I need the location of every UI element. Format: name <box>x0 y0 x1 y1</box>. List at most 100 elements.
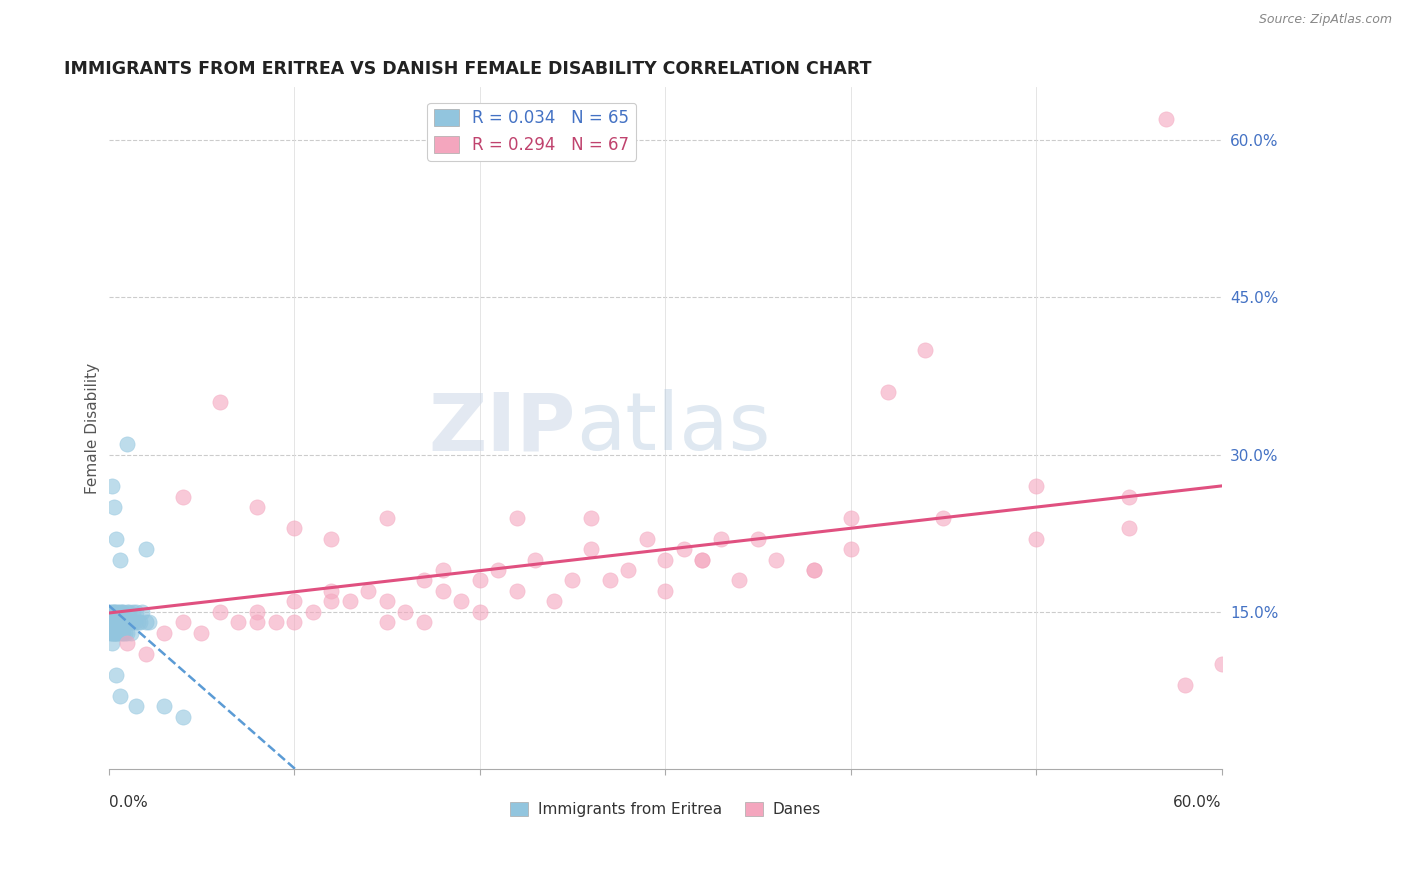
Point <box>100 626 122 640</box>
Point <box>131 605 153 619</box>
Point <box>135 541 157 556</box>
Point <box>105 668 128 682</box>
Point <box>108 626 131 640</box>
Point <box>1211 657 1233 672</box>
Point <box>1025 532 1047 546</box>
Point <box>120 626 142 640</box>
Point <box>153 626 176 640</box>
Point <box>114 626 136 640</box>
Point <box>103 626 125 640</box>
Point <box>172 490 194 504</box>
Point <box>506 510 529 524</box>
Point <box>208 395 231 409</box>
Point <box>101 626 124 640</box>
Point <box>121 605 143 619</box>
Point <box>579 541 602 556</box>
Point <box>115 605 138 619</box>
Point <box>672 541 695 556</box>
Point <box>105 532 128 546</box>
Point <box>120 615 142 630</box>
Point <box>101 615 124 630</box>
Point <box>115 437 138 451</box>
Point <box>506 584 529 599</box>
Point <box>264 615 287 630</box>
Point <box>413 574 436 588</box>
Point <box>654 584 676 599</box>
Point <box>321 532 343 546</box>
Point <box>108 615 131 630</box>
Point <box>103 615 125 630</box>
Point <box>654 552 676 566</box>
Point <box>107 605 129 619</box>
Point <box>228 615 250 630</box>
Point <box>561 574 583 588</box>
Point <box>765 552 787 566</box>
Point <box>114 615 136 630</box>
Point <box>914 343 936 357</box>
Point <box>135 647 157 661</box>
Point <box>246 500 269 514</box>
Point <box>103 605 125 619</box>
Point <box>432 563 454 577</box>
Point <box>105 626 128 640</box>
Point <box>803 563 825 577</box>
Point <box>579 510 602 524</box>
Point <box>103 500 125 514</box>
Point <box>450 594 472 608</box>
Point <box>110 605 132 619</box>
Point <box>112 626 135 640</box>
Point <box>375 510 398 524</box>
Point <box>839 541 862 556</box>
Point <box>357 584 380 599</box>
Point <box>1154 112 1177 126</box>
Point <box>153 699 176 714</box>
Point <box>101 636 124 650</box>
Point <box>101 479 124 493</box>
Point <box>108 552 131 566</box>
Point <box>172 710 194 724</box>
Point <box>932 510 955 524</box>
Point <box>105 605 128 619</box>
Point <box>208 605 231 619</box>
Point <box>115 626 138 640</box>
Point <box>839 510 862 524</box>
Point <box>100 615 122 630</box>
Text: Source: ZipAtlas.com: Source: ZipAtlas.com <box>1258 13 1392 27</box>
Point <box>690 552 713 566</box>
Point <box>103 605 125 619</box>
Point <box>103 615 125 630</box>
Point <box>108 615 131 630</box>
Point <box>138 615 160 630</box>
Point <box>124 615 146 630</box>
Point <box>246 605 269 619</box>
Text: atlas: atlas <box>576 390 770 467</box>
Point <box>101 605 124 619</box>
Point <box>375 615 398 630</box>
Point <box>121 615 143 630</box>
Point <box>617 563 640 577</box>
Point <box>105 626 128 640</box>
Point <box>468 605 491 619</box>
Point <box>710 532 733 546</box>
Text: IMMIGRANTS FROM ERITREA VS DANISH FEMALE DISABILITY CORRELATION CHART: IMMIGRANTS FROM ERITREA VS DANISH FEMALE… <box>65 60 872 78</box>
Point <box>125 699 148 714</box>
Point <box>135 615 157 630</box>
Point <box>107 615 129 630</box>
Point <box>115 615 138 630</box>
Point <box>125 605 148 619</box>
Point <box>105 615 128 630</box>
Point <box>105 615 128 630</box>
Point <box>190 626 212 640</box>
Point <box>1118 490 1140 504</box>
Point <box>599 574 621 588</box>
Point <box>129 615 152 630</box>
Point <box>108 605 131 619</box>
Point <box>246 615 269 630</box>
Point <box>524 552 547 566</box>
Point <box>803 563 825 577</box>
Point <box>486 563 509 577</box>
Point <box>876 384 898 399</box>
Point <box>321 584 343 599</box>
Point <box>468 574 491 588</box>
Point <box>112 615 135 630</box>
